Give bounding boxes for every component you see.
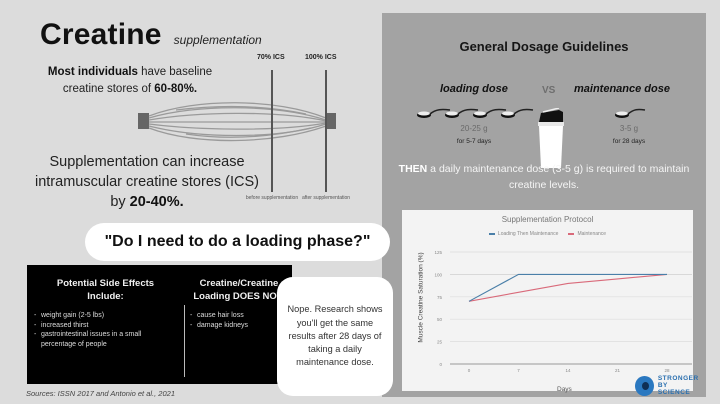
does-not-list: cause hair loss damage kidneys (189, 311, 289, 330)
after-marker-line (325, 70, 327, 192)
then-body: a daily maintenance dose (3-5 g) is requ… (427, 163, 690, 191)
baseline-lead: Most individuals (47, 66, 138, 78)
page-subtitle: supplementation (173, 33, 262, 47)
svg-text:14: 14 (565, 368, 571, 373)
before-caption: before supplementation (245, 195, 299, 201)
loading-dose-label: loading dose (440, 83, 508, 95)
scoop-icon (615, 108, 646, 118)
svg-text:100: 100 (434, 272, 442, 277)
baseline-mid: have baseline creatine stores of (62, 66, 213, 95)
before-marker-line (271, 70, 273, 192)
supplementation-body: Supplementation can increase intramuscul… (34, 154, 259, 210)
line-chart: 125 100 75 50 25 0 0 7 14 21 28 (434, 250, 692, 373)
side-effects-box: Potential Side Effects Include: weight g… (27, 265, 292, 384)
legend-item-maintenance: Maintenance (568, 231, 606, 237)
side-effects-column: Potential Side Effects Include: weight g… (33, 277, 178, 349)
maintenance-dose-label: maintenance dose (574, 83, 670, 95)
logo-text: STRONGER BY SCIENCE (657, 375, 699, 396)
svg-text:0: 0 (468, 368, 471, 373)
side-effects-list: weight gain (2-5 lbs) increased thirst g… (33, 311, 178, 349)
baseline-stores-text: Most individuals have baseline creatine … (40, 64, 220, 98)
svg-text:21: 21 (615, 368, 621, 373)
loading-amount: 20-25 g (460, 124, 488, 133)
chart-legend: Loading Then Maintenance Maintenance (402, 231, 693, 237)
logo-mark-icon (635, 375, 654, 396)
page-title: Creatine (40, 18, 162, 51)
svg-text:7: 7 (517, 368, 520, 373)
baseline-value: 60-80%. (154, 83, 198, 95)
maintenance-note: THEN a daily maintenance dose (3-5 g) is… (382, 161, 706, 193)
svg-text:25: 25 (437, 340, 443, 345)
loading-series-line (468, 273, 667, 302)
supplementation-value: 20-40%. (129, 194, 184, 210)
then-keyword: THEN (398, 163, 428, 175)
answer-bubble: Nope. Research shows you'll get the same… (277, 277, 393, 396)
svg-text:0: 0 (439, 362, 442, 367)
chart-title: Supplementation Protocol (501, 215, 594, 224)
x-axis-label: Days (557, 386, 572, 393)
sources-citation: Sources: ISSN 2017 and Antonio et al., 2… (26, 389, 175, 398)
dosage-title: General Dosage Guidelines (459, 39, 629, 54)
svg-text:125: 125 (434, 250, 442, 255)
maintenance-amount: 3-5 g (619, 124, 639, 133)
legend-item-loading: Loading Then Maintenance (488, 231, 558, 237)
infographic-header: Creatine supplementation (40, 18, 262, 52)
svg-text:75: 75 (437, 295, 443, 300)
stronger-by-science-logo: STRONGER BY SCIENCE (635, 375, 700, 396)
ics-100-label: 100% ICS (305, 54, 337, 61)
list-item: increased thirst (33, 321, 178, 331)
maintenance-series-line (468, 273, 668, 302)
column-divider (184, 305, 185, 377)
does-not-column: Creatine/Creatine Loading DOES NOT: caus… (189, 277, 289, 330)
scoop-icon (417, 108, 534, 118)
svg-text:50: 50 (437, 317, 443, 322)
supplementation-text: Supplementation can increase intramuscul… (34, 152, 260, 212)
ics-70-label: 70% ICS (257, 54, 285, 61)
muscle-fiber-icon (138, 102, 336, 142)
does-not-heading: Creatine/Creatine Loading DOES NOT: (193, 278, 285, 302)
after-caption: after supplementation (301, 195, 351, 201)
list-item: damage kidneys (189, 321, 289, 331)
supplementation-chart: Supplementation Protocol Loading Then Ma… (402, 210, 698, 396)
dosage-panel: General Dosage Guidelines loading dose V… (382, 13, 706, 397)
side-effects-heading: Potential Side Effects Include: (56, 278, 155, 302)
question-bubble: "Do I need to do a loading phase?" (85, 223, 390, 261)
loading-duration: for 5-7 days (456, 138, 492, 145)
svg-text:28: 28 (664, 368, 670, 373)
shaker-bottle-icon (538, 108, 564, 168)
maintenance-duration: for 28 days (612, 138, 646, 145)
vs-label: VS (542, 85, 556, 96)
list-item: gastrointestinal issues in a small perce… (33, 330, 178, 349)
list-item: weight gain (2-5 lbs) (33, 311, 178, 321)
list-item: cause hair loss (189, 311, 289, 321)
